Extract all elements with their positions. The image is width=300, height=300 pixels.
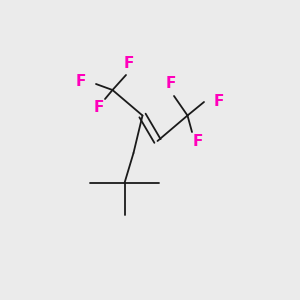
- Text: F: F: [193, 134, 203, 148]
- Text: F: F: [76, 74, 86, 88]
- Text: F: F: [94, 100, 104, 116]
- Text: F: F: [214, 94, 224, 110]
- Text: F: F: [124, 56, 134, 70]
- Text: F: F: [166, 76, 176, 92]
